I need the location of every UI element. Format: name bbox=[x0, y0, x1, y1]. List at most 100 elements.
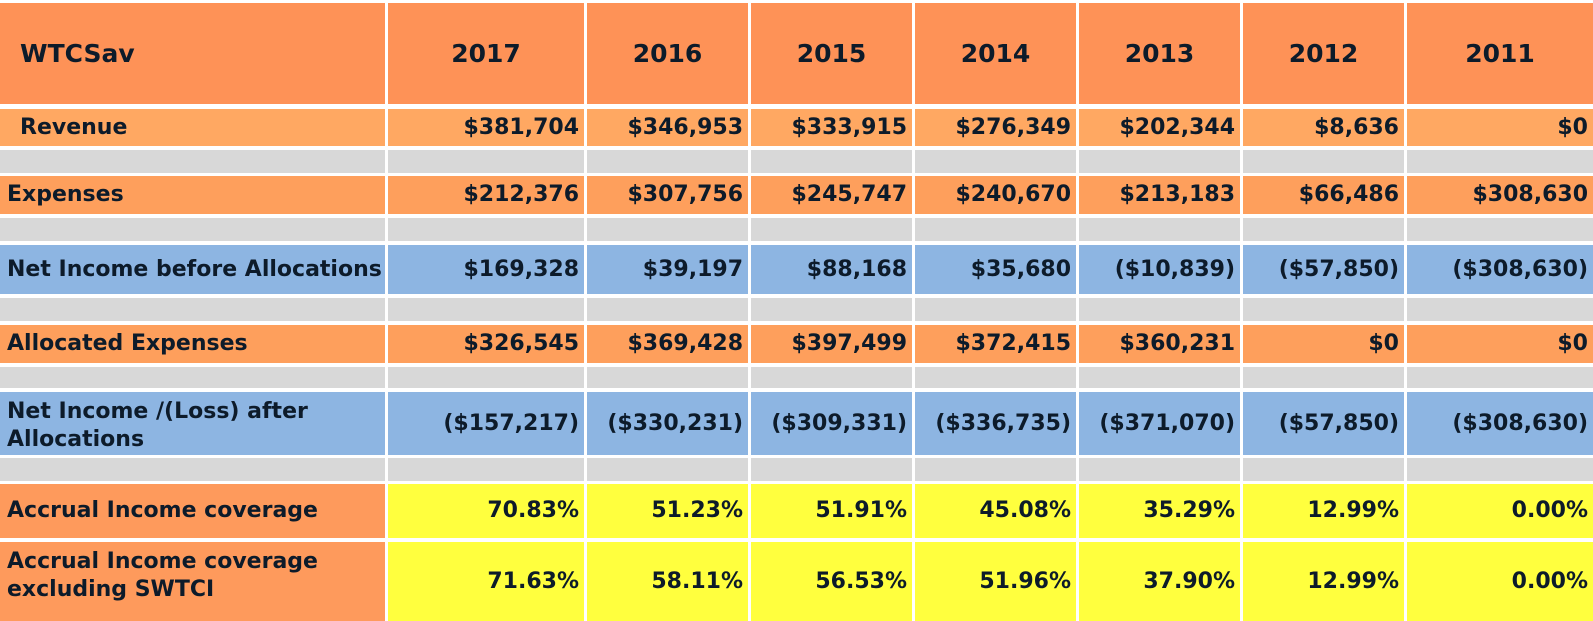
spacer-cell bbox=[751, 218, 912, 241]
spacer-cell bbox=[1079, 458, 1240, 481]
spacer-cell bbox=[1407, 367, 1593, 388]
row-label-net-income-before-allocations: Net Income before Allocations bbox=[0, 245, 385, 294]
spacer-cell bbox=[1079, 367, 1240, 388]
year-header-2011: 2011 bbox=[1407, 3, 1593, 104]
year-header-2017: 2017 bbox=[388, 3, 584, 104]
value-cell-allocated-expenses-2012: $0 bbox=[1243, 325, 1404, 363]
spacer-cell bbox=[915, 218, 1076, 241]
spacer-cell bbox=[587, 458, 748, 481]
year-header-2013: 2013 bbox=[1079, 3, 1240, 104]
value-cell-accrual-income-coverage-2014: 45.08% bbox=[915, 484, 1076, 538]
value-cell-revenue-2017: $381,704 bbox=[388, 109, 584, 146]
value-cell-net-income-loss-after-allocations-2012: ($57,850) bbox=[1243, 392, 1404, 455]
value-cell-expenses-2014: $240,670 bbox=[915, 176, 1076, 214]
spacer-cell bbox=[915, 458, 1076, 481]
year-header-2012: 2012 bbox=[1243, 3, 1404, 104]
value-cell-allocated-expenses-2013: $360,231 bbox=[1079, 325, 1240, 363]
spacer-cell bbox=[1079, 150, 1240, 173]
value-cell-accrual-income-coverage-2012: 12.99% bbox=[1243, 484, 1404, 538]
value-cell-accrual-income-coverage-2016: 51.23% bbox=[587, 484, 748, 538]
value-cell-net-income-before-allocations-2011: ($308,630) bbox=[1407, 245, 1593, 294]
spacer-cell bbox=[751, 458, 912, 481]
value-cell-revenue-2013: $202,344 bbox=[1079, 109, 1240, 146]
value-cell-net-income-loss-after-allocations-2014: ($336,735) bbox=[915, 392, 1076, 455]
value-cell-accrual-income-coverage-excluding-swtci-2016: 58.11% bbox=[587, 542, 748, 621]
row-label-net-income-loss-after-allocations: Net Income /(Loss) after Allocations bbox=[0, 392, 385, 455]
value-cell-net-income-before-allocations-2014: $35,680 bbox=[915, 245, 1076, 294]
spacer-cell bbox=[388, 298, 584, 321]
spacer-cell bbox=[751, 150, 912, 173]
spacer-cell bbox=[1079, 218, 1240, 241]
value-cell-expenses-2011: $308,630 bbox=[1407, 176, 1593, 214]
spacer-cell bbox=[388, 458, 584, 481]
spacer-cell bbox=[915, 367, 1076, 388]
value-cell-expenses-2016: $307,756 bbox=[587, 176, 748, 214]
value-cell-accrual-income-coverage-excluding-swtci-2017: 71.63% bbox=[388, 542, 584, 621]
value-cell-expenses-2017: $212,376 bbox=[388, 176, 584, 214]
value-cell-revenue-2015: $333,915 bbox=[751, 109, 912, 146]
spacer-cell bbox=[1407, 150, 1593, 173]
value-cell-net-income-before-allocations-2015: $88,168 bbox=[751, 245, 912, 294]
value-cell-net-income-loss-after-allocations-2011: ($308,630) bbox=[1407, 392, 1593, 455]
year-header-2016: 2016 bbox=[587, 3, 748, 104]
value-cell-accrual-income-coverage-excluding-swtci-2014: 51.96% bbox=[915, 542, 1076, 621]
spacer-cell bbox=[1079, 298, 1240, 321]
value-cell-net-income-loss-after-allocations-2017: ($157,217) bbox=[388, 392, 584, 455]
header-corner-label: WTCSav bbox=[0, 3, 385, 104]
spacer-cell bbox=[388, 367, 584, 388]
spacer-cell bbox=[0, 218, 385, 241]
value-cell-net-income-loss-after-allocations-2013: ($371,070) bbox=[1079, 392, 1240, 455]
year-header-2015: 2015 bbox=[751, 3, 912, 104]
spacer-cell bbox=[587, 218, 748, 241]
value-cell-revenue-2011: $0 bbox=[1407, 109, 1593, 146]
spacer-cell bbox=[587, 367, 748, 388]
row-label-expenses: Expenses bbox=[0, 176, 385, 214]
value-cell-net-income-before-allocations-2016: $39,197 bbox=[587, 245, 748, 294]
value-cell-net-income-before-allocations-2013: ($10,839) bbox=[1079, 245, 1240, 294]
value-cell-allocated-expenses-2016: $369,428 bbox=[587, 325, 748, 363]
value-cell-expenses-2015: $245,747 bbox=[751, 176, 912, 214]
value-cell-accrual-income-coverage-excluding-swtci-2015: 56.53% bbox=[751, 542, 912, 621]
value-cell-accrual-income-coverage-excluding-swtci-2013: 37.90% bbox=[1079, 542, 1240, 621]
spacer-cell bbox=[388, 150, 584, 173]
value-cell-accrual-income-coverage-excluding-swtci-2011: 0.00% bbox=[1407, 542, 1593, 621]
spacer-cell bbox=[0, 367, 385, 388]
spacer-cell bbox=[0, 150, 385, 173]
spacer-cell bbox=[388, 218, 584, 241]
row-label-revenue: Revenue bbox=[0, 109, 385, 146]
value-cell-allocated-expenses-2011: $0 bbox=[1407, 325, 1593, 363]
row-label-accrual-income-coverage-excluding-swtci: Accrual Income coverage excluding SWTCI bbox=[0, 542, 385, 621]
year-header-2014: 2014 bbox=[915, 3, 1076, 104]
value-cell-revenue-2012: $8,636 bbox=[1243, 109, 1404, 146]
row-label-allocated-expenses: Allocated Expenses bbox=[0, 325, 385, 363]
spacer-cell bbox=[1243, 367, 1404, 388]
spacer-cell bbox=[915, 150, 1076, 173]
spacer-cell bbox=[1243, 298, 1404, 321]
spacer-cell bbox=[0, 298, 385, 321]
spacer-cell bbox=[915, 298, 1076, 321]
value-cell-net-income-loss-after-allocations-2016: ($330,231) bbox=[587, 392, 748, 455]
value-cell-expenses-2012: $66,486 bbox=[1243, 176, 1404, 214]
spacer-cell bbox=[587, 298, 748, 321]
value-cell-net-income-before-allocations-2017: $169,328 bbox=[388, 245, 584, 294]
spacer-cell bbox=[587, 150, 748, 173]
value-cell-accrual-income-coverage-2011: 0.00% bbox=[1407, 484, 1593, 538]
row-label-accrual-income-coverage: Accrual Income coverage bbox=[0, 484, 385, 538]
spacer-cell bbox=[1407, 218, 1593, 241]
value-cell-accrual-income-coverage-excluding-swtci-2012: 12.99% bbox=[1243, 542, 1404, 621]
value-cell-allocated-expenses-2015: $397,499 bbox=[751, 325, 912, 363]
value-cell-accrual-income-coverage-2015: 51.91% bbox=[751, 484, 912, 538]
spacer-cell bbox=[751, 367, 912, 388]
value-cell-net-income-before-allocations-2012: ($57,850) bbox=[1243, 245, 1404, 294]
spacer-cell bbox=[751, 298, 912, 321]
spacer-cell bbox=[1243, 218, 1404, 241]
value-cell-revenue-2014: $276,349 bbox=[915, 109, 1076, 146]
spacer-cell bbox=[1407, 298, 1593, 321]
value-cell-accrual-income-coverage-2017: 70.83% bbox=[388, 484, 584, 538]
value-cell-expenses-2013: $213,183 bbox=[1079, 176, 1240, 214]
spacer-cell bbox=[1243, 150, 1404, 173]
spacer-cell bbox=[0, 458, 385, 481]
value-cell-net-income-loss-after-allocations-2015: ($309,331) bbox=[751, 392, 912, 455]
value-cell-accrual-income-coverage-2013: 35.29% bbox=[1079, 484, 1240, 538]
spacer-cell bbox=[1243, 458, 1404, 481]
